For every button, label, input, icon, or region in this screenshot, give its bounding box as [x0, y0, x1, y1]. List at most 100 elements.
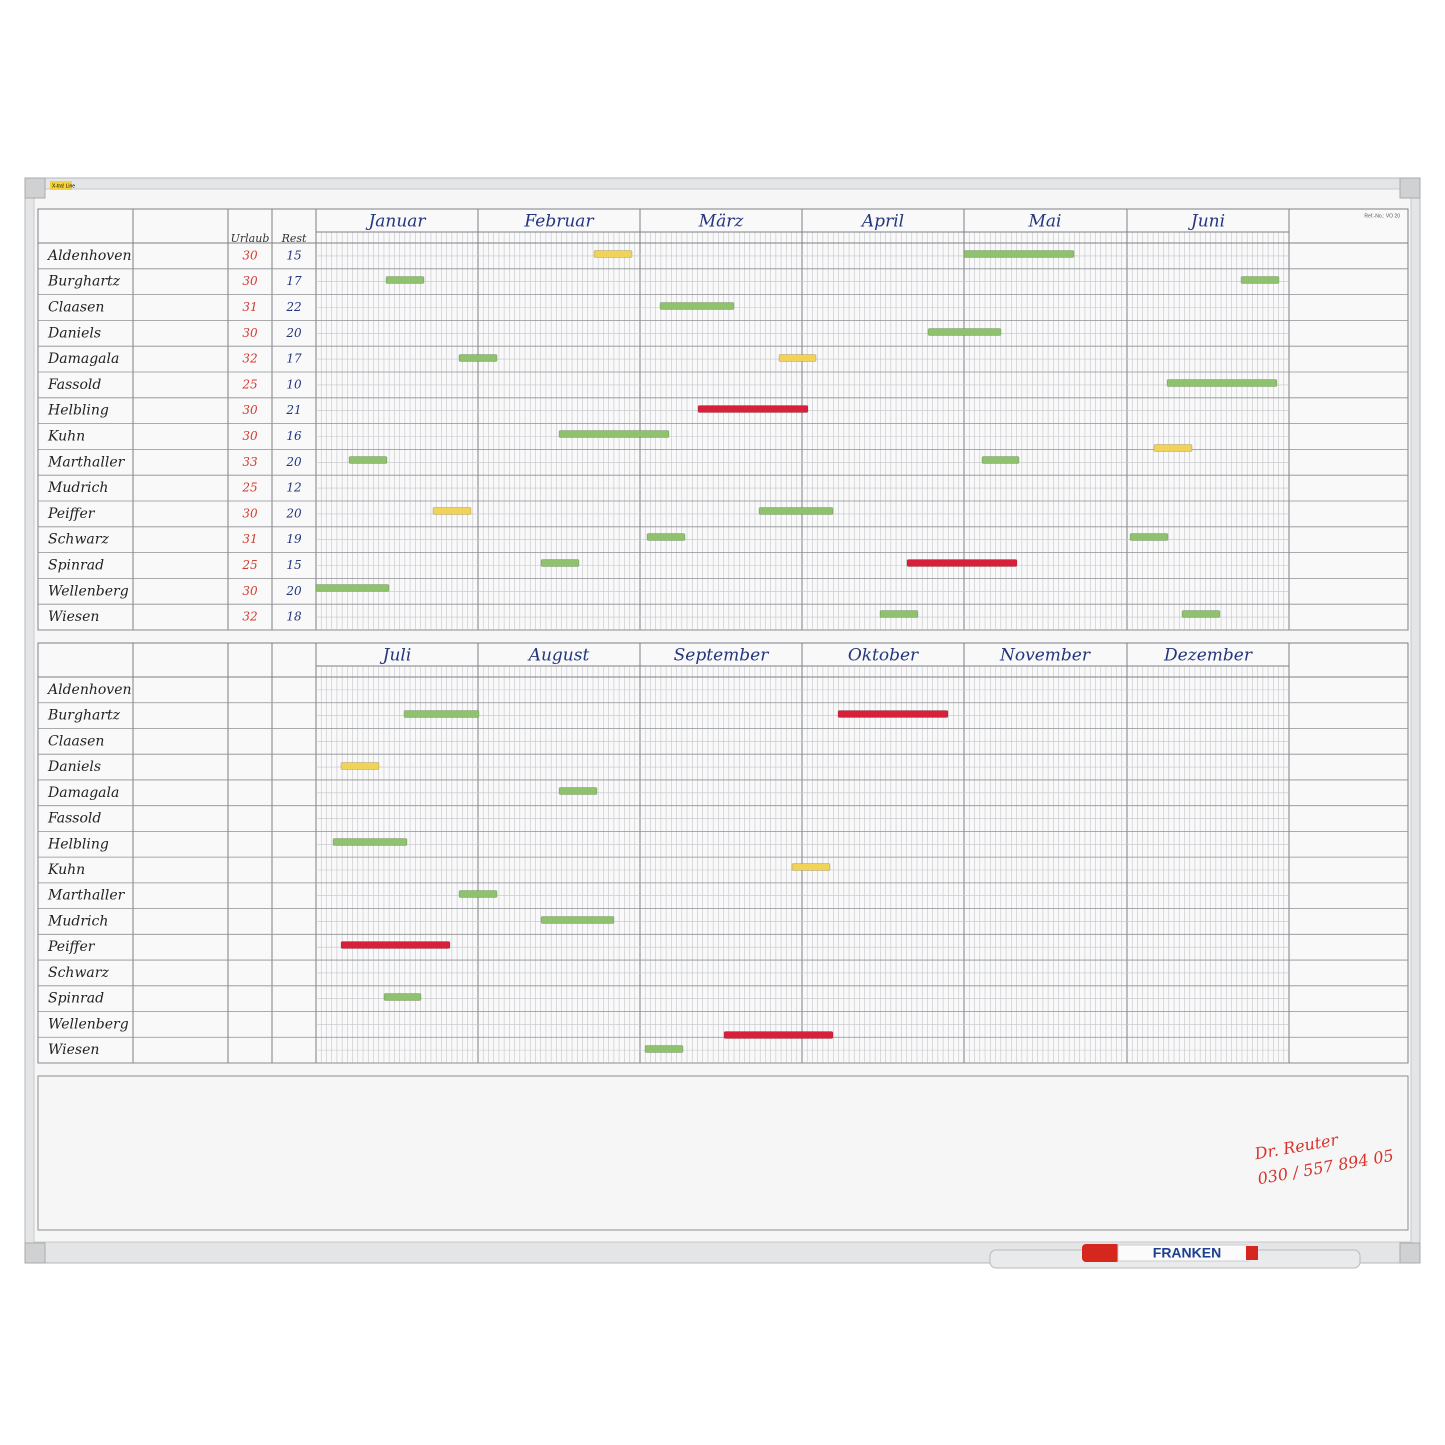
employee-name: Peiffer [47, 506, 96, 522]
urlaub-value: 31 [242, 300, 257, 314]
column-header: Urlaub [231, 232, 270, 245]
month-label: Mai [1028, 212, 1062, 232]
urlaub-value: 25 [241, 558, 257, 572]
corner [1399, 177, 1421, 199]
employee-name: Wiesen [48, 609, 99, 625]
employee-name: Aldenhoven [46, 682, 132, 698]
planner-strip [340, 941, 451, 949]
table-frame [37, 208, 1409, 631]
planner-strip [963, 250, 1075, 258]
rest-value: 22 [285, 300, 301, 314]
corner [24, 177, 46, 199]
ref-number: Ref.-No.: VO 20 [1364, 213, 1400, 219]
rest-value: 15 [286, 248, 301, 262]
notes-area [37, 1075, 1409, 1231]
rest-value: 20 [285, 326, 302, 340]
month-label: Oktober [848, 646, 919, 666]
employee-name: Claasen [48, 300, 104, 316]
planner-strip [383, 993, 422, 1001]
planner-strip [778, 354, 817, 362]
month-label: Februar [523, 212, 594, 232]
employee-name: Wellenberg [48, 1016, 129, 1032]
rest-value: 16 [286, 429, 302, 443]
employee-name: Damagala [47, 785, 119, 801]
employee-name: Peiffer [47, 939, 96, 955]
employee-name: Mudrich [47, 480, 108, 496]
planner-strip [758, 507, 834, 515]
brand-label [50, 181, 72, 190]
planner-strip [558, 430, 670, 438]
month-label: August [527, 646, 590, 666]
planner-strip [315, 584, 390, 592]
planner-strip [332, 838, 408, 846]
planner-strip [432, 507, 472, 515]
employee-name: Fassold [47, 377, 101, 393]
planner-strip [837, 710, 949, 718]
planner-strip [403, 710, 480, 718]
employee-name: Kuhn [47, 862, 85, 878]
rest-value: 17 [286, 274, 302, 288]
brand: X-tra! Line [52, 183, 75, 189]
rest-value: 12 [286, 481, 301, 495]
planner-strip [927, 328, 1002, 336]
urlaub-value: 30 [242, 274, 258, 288]
planner-strip [879, 610, 919, 618]
urlaub-value: 30 [242, 429, 258, 443]
employee-name: Helbling [47, 836, 109, 852]
employee-name: Schwarz [48, 965, 109, 981]
planner-strip [385, 276, 425, 284]
planner-strip [981, 456, 1020, 464]
corner [24, 1242, 46, 1264]
urlaub-value: 30 [242, 326, 258, 340]
planner-strip [723, 1031, 834, 1039]
employee-name: Wellenberg [48, 583, 129, 599]
urlaub-value: 25 [241, 377, 257, 391]
planner-strip [1181, 610, 1221, 618]
month-label: Juli [380, 646, 412, 666]
urlaub-value: 32 [242, 352, 257, 366]
employee-name: Wiesen [48, 1042, 99, 1058]
urlaub-value: 30 [242, 584, 258, 598]
planner-strip [340, 762, 380, 770]
urlaub-value: 30 [242, 248, 258, 262]
table-frame [37, 642, 1409, 1064]
column-header: Rest [281, 232, 307, 245]
planner-strip [558, 787, 598, 795]
planner-strip [458, 890, 498, 898]
corner [1399, 1242, 1421, 1264]
rest-value: 21 [285, 403, 301, 417]
planner: Januar Februar März April Mai Juni Aldenhoven 3… [37, 208, 1409, 1064]
planner-strip [646, 533, 686, 541]
urlaub-value: 33 [242, 455, 258, 469]
planner-strip [644, 1045, 684, 1053]
employee-name: Kuhn [47, 429, 85, 445]
planner-strip [659, 302, 735, 310]
urlaub-value: 32 [242, 610, 257, 624]
urlaub-value: 30 [242, 403, 258, 417]
employee-name: Mudrich [47, 913, 108, 929]
rest-value: 15 [286, 558, 301, 572]
month-label: Dezember [1163, 646, 1253, 666]
employee-name: Aldenhoven [46, 248, 132, 264]
employee-name: Marthaller [47, 888, 126, 904]
planner-strip [540, 559, 580, 567]
employee-name: Spinrad [48, 558, 104, 574]
planner-strip [593, 250, 633, 258]
employee-name: Spinrad [48, 991, 104, 1007]
employee-name: Claasen [48, 733, 104, 749]
rest-value: 17 [286, 352, 302, 366]
rest-value: 10 [286, 377, 302, 391]
planner-strip [1153, 444, 1193, 452]
urlaub-value: 31 [242, 532, 257, 546]
rest-value: 19 [286, 532, 302, 546]
planner-strip [1129, 533, 1169, 541]
employee-name: Fassold [47, 811, 101, 827]
month-label: März [698, 212, 745, 232]
planner-strip [1166, 379, 1278, 387]
marker-brand: FRANKEN [1153, 1245, 1221, 1261]
rest-value: 20 [285, 455, 302, 469]
planner-strip [1240, 276, 1280, 284]
planner-strip [906, 559, 1018, 567]
planner-strip [791, 863, 831, 871]
